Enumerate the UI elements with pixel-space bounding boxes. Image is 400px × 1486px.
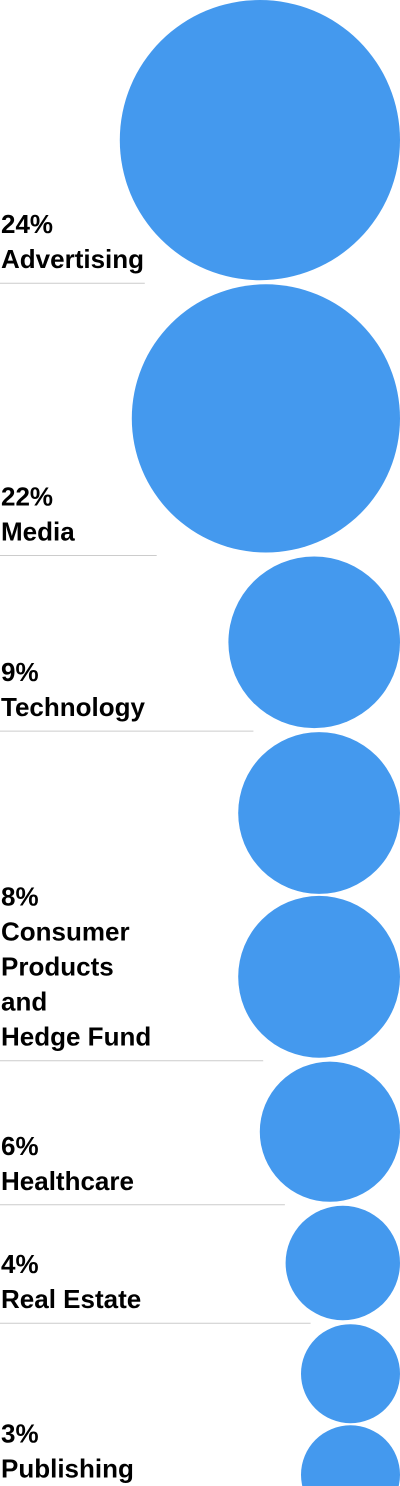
bubble-0-0 xyxy=(119,0,400,281)
category-label-3-0: Consumer xyxy=(1,917,130,947)
bubble-6-0 xyxy=(301,1324,400,1424)
pct-label-0: 24% xyxy=(1,209,53,239)
bubble-5-0 xyxy=(285,1205,400,1321)
bubble-4-0 xyxy=(259,1061,400,1202)
bubble-3-1 xyxy=(238,895,400,1058)
category-label-0-0: Advertising xyxy=(1,244,144,274)
pct-label-2: 9% xyxy=(1,657,39,687)
category-label-2-0: Technology xyxy=(1,692,146,722)
category-label-6-0: Publishing xyxy=(1,1453,134,1483)
category-label-5-0: Real Estate xyxy=(1,1284,141,1314)
category-label-3-1: Products xyxy=(1,952,114,982)
pct-label-4: 6% xyxy=(1,1131,39,1161)
bubble-3-0 xyxy=(238,732,400,894)
bubble-6-1 xyxy=(301,1425,400,1486)
category-label-4-0: Healthcare xyxy=(1,1166,134,1196)
pct-label-6: 3% xyxy=(1,1418,39,1448)
category-label-1-0: Media xyxy=(1,517,75,547)
pct-label-5: 4% xyxy=(1,1249,39,1279)
bubble-1-0 xyxy=(131,284,400,553)
bubble-2-0 xyxy=(228,556,400,729)
pct-label-3: 8% xyxy=(1,882,39,912)
category-label-3-3: Hedge Fund xyxy=(1,1022,151,1052)
category-label-3-2: and xyxy=(1,987,47,1017)
pct-label-1: 22% xyxy=(1,482,53,512)
